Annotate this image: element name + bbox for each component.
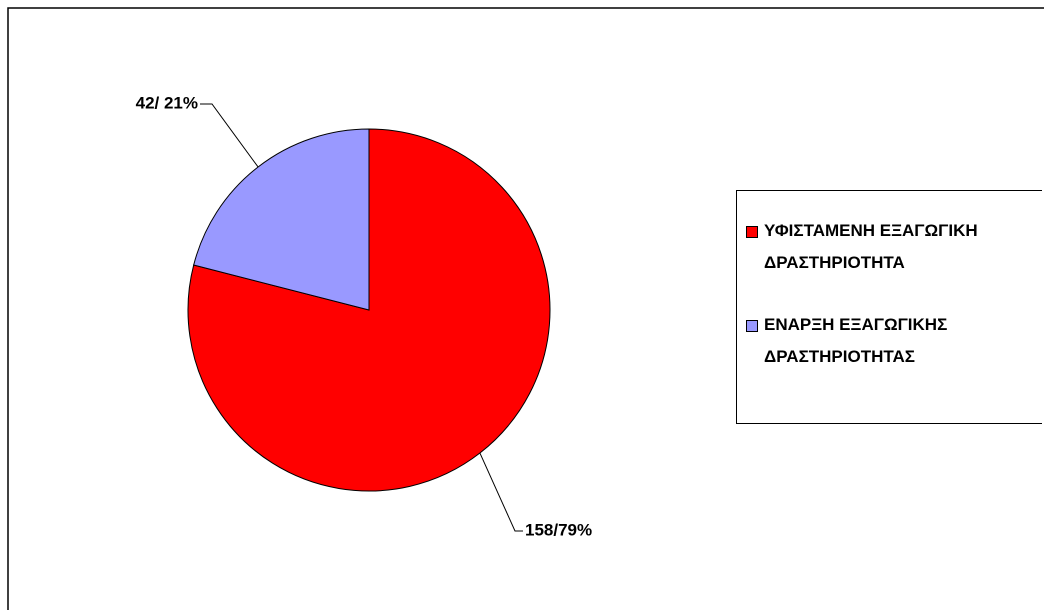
legend-entry: ΥΦΙΣΤΑΜΕΝΗ ΕΞΑΓΩΓΙΚΗ ΔΡΑΣΤΗΡΙΟΤΗΤΑ [746, 215, 1042, 279]
legend: ΥΦΙΣΤΑΜΕΝΗ ΕΞΑΓΩΓΙΚΗ ΔΡΑΣΤΗΡΙΟΤΗΤΑ ΕΝΑΡΞΗ… [736, 190, 1042, 424]
data-label: 158/79% [525, 520, 592, 539]
legend-swatch [746, 226, 758, 238]
legend-entry: ΕΝΑΡΞΗ ΕΞΑΓΩΓΙΚΗΣ ΔΡΑΣΤΗΡΙΟΤΗΤΑΣ [746, 309, 1042, 373]
chart-border [7, 7, 1044, 610]
legend-label: ΕΝΑΡΞΗ ΕΞΑΓΩΓΙΚΗΣ ΔΡΑΣΤΗΡΙΟΤΗΤΑΣ [764, 315, 948, 366]
data-label: 42/ 21% [136, 93, 198, 112]
leader-line [479, 452, 523, 532]
leader-line [200, 103, 259, 168]
pie-slice [187, 128, 551, 492]
legend-label: ΥΦΙΣΤΑΜΕΝΗ ΕΞΑΓΩΓΙΚΗ ΔΡΑΣΤΗΡΙΟΤΗΤΑ [764, 221, 978, 272]
legend-swatch [746, 320, 758, 332]
